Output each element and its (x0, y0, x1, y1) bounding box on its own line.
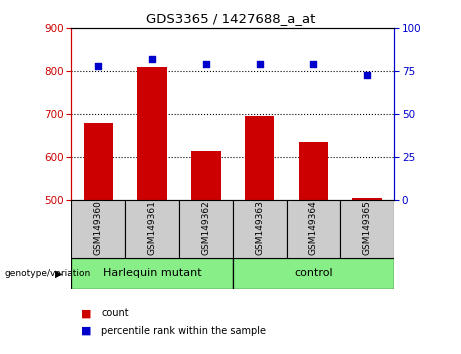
Text: GSM149363: GSM149363 (255, 201, 264, 256)
Point (202, 62, 210, 67)
Point (364, 72, 371, 78)
Text: GSM149362: GSM149362 (201, 201, 210, 256)
Text: control: control (294, 268, 333, 279)
Bar (287, 200, 340, 258)
Text: ■: ■ (81, 308, 91, 318)
Bar (83, 123, 113, 200)
Point (148, 56, 156, 62)
Bar (137, 67, 167, 200)
Text: GSM149365: GSM149365 (363, 201, 372, 256)
Text: GSM149360: GSM149360 (94, 201, 103, 256)
Text: genotype/variation: genotype/variation (5, 269, 91, 278)
Bar (233, 200, 287, 258)
Bar (340, 200, 394, 258)
Bar (245, 116, 274, 200)
Bar (71, 258, 233, 289)
Text: Harlequin mutant: Harlequin mutant (103, 268, 201, 279)
Bar (299, 142, 328, 200)
Bar (71, 200, 125, 258)
Point (310, 62, 317, 67)
Text: GSM149364: GSM149364 (309, 201, 318, 256)
Text: ■: ■ (81, 326, 91, 336)
Text: count: count (101, 308, 129, 318)
Text: percentile rank within the sample: percentile rank within the sample (101, 326, 266, 336)
Point (256, 62, 263, 67)
Point (95, 63, 102, 69)
Bar (353, 198, 382, 200)
Text: GDS3365 / 1427688_a_at: GDS3365 / 1427688_a_at (146, 12, 315, 25)
Bar (125, 200, 179, 258)
Text: ▶: ▶ (55, 268, 62, 279)
Text: GSM149361: GSM149361 (148, 201, 157, 256)
Bar (233, 258, 394, 289)
Bar (179, 200, 233, 258)
Bar (191, 151, 221, 200)
